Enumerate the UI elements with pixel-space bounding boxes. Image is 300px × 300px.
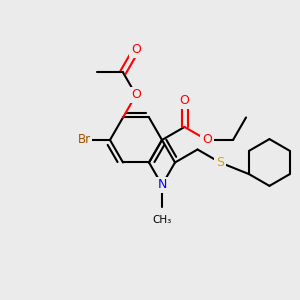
Text: O: O: [180, 94, 190, 107]
Text: O: O: [131, 44, 141, 56]
Text: S: S: [216, 156, 224, 169]
Text: O: O: [202, 134, 212, 146]
Text: O: O: [131, 88, 141, 101]
Text: Br: Br: [77, 134, 91, 146]
Text: CH₃: CH₃: [152, 215, 172, 225]
Text: N: N: [157, 178, 167, 191]
